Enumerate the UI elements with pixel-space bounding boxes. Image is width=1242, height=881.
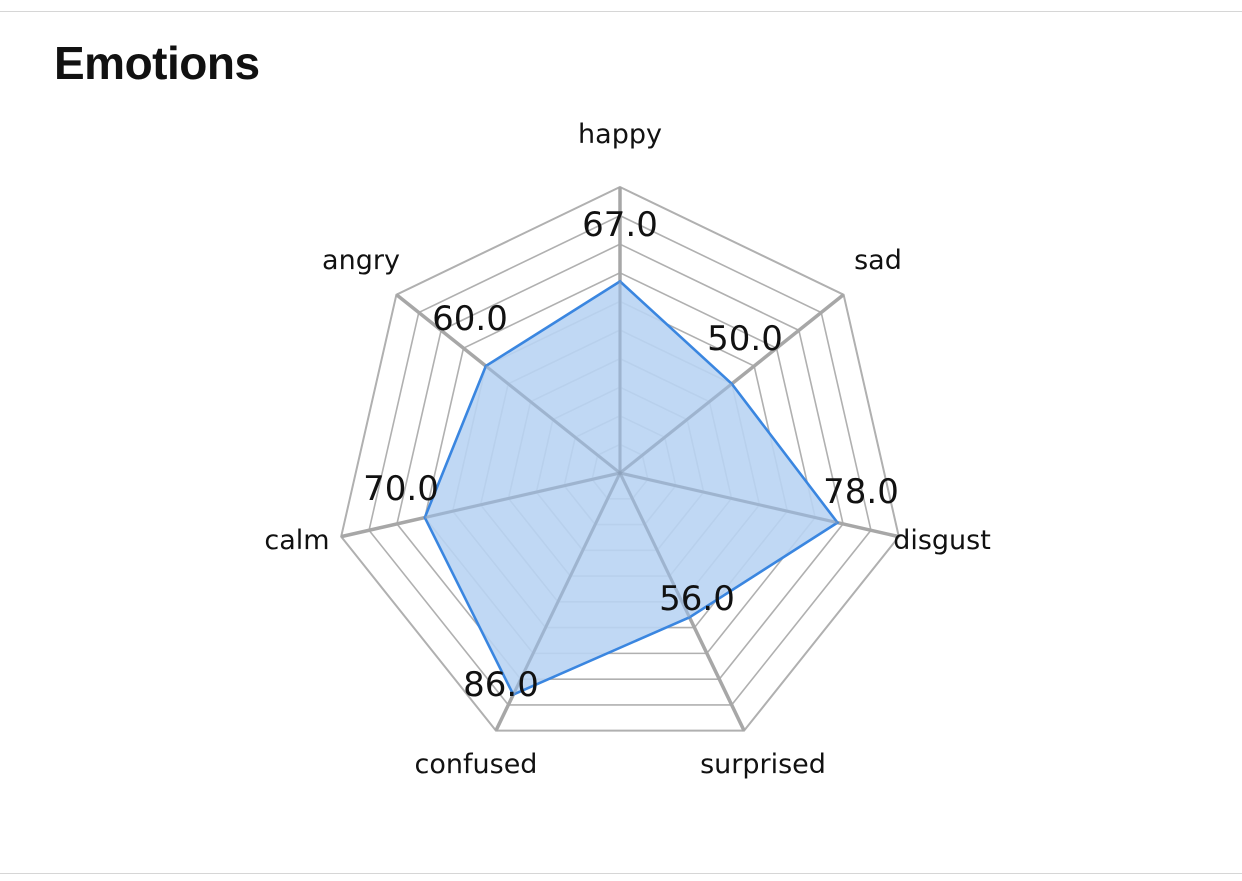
grid-ring [368, 214, 872, 706]
radar-labels: happy sad disgust surprised confused calm angr… [264, 119, 990, 780]
page-title: Emotions [54, 37, 260, 89]
grid-ring [340, 185, 900, 732]
axis-overlay-surprised [618, 472, 691, 618]
series-area [423, 279, 840, 697]
category-label-happy: happy [578, 119, 662, 150]
category-label-disgust: disgust [893, 525, 991, 556]
category-label-sad: sad [854, 245, 902, 276]
axis-overlay-calm [424, 471, 621, 520]
category-label-confused: confused [415, 749, 538, 780]
category-label-calm: calm [264, 525, 329, 556]
value-label-calm: 70.0 [363, 469, 439, 509]
axis-overlay-disgust [619, 471, 838, 525]
category-label-surprised: surprised [700, 749, 826, 780]
axis-overlay-sad [619, 382, 733, 475]
category-label-angry: angry [322, 245, 400, 276]
radar-series [423, 279, 840, 697]
value-label-happy: 67.0 [582, 205, 658, 245]
grid-ring [423, 271, 817, 655]
value-label-disgust: 78.0 [823, 472, 899, 512]
value-label-sad: 50.0 [707, 319, 783, 359]
top-divider [0, 11, 1242, 12]
grid-ring [396, 243, 844, 680]
bottom-divider [0, 873, 1242, 874]
value-label-confused: 86.0 [463, 665, 539, 705]
value-label-surprised: 56.0 [659, 579, 735, 619]
value-label-angry: 60.0 [432, 299, 508, 339]
axis-overlay-confused [511, 472, 622, 696]
axis-overlay-angry [484, 364, 621, 475]
